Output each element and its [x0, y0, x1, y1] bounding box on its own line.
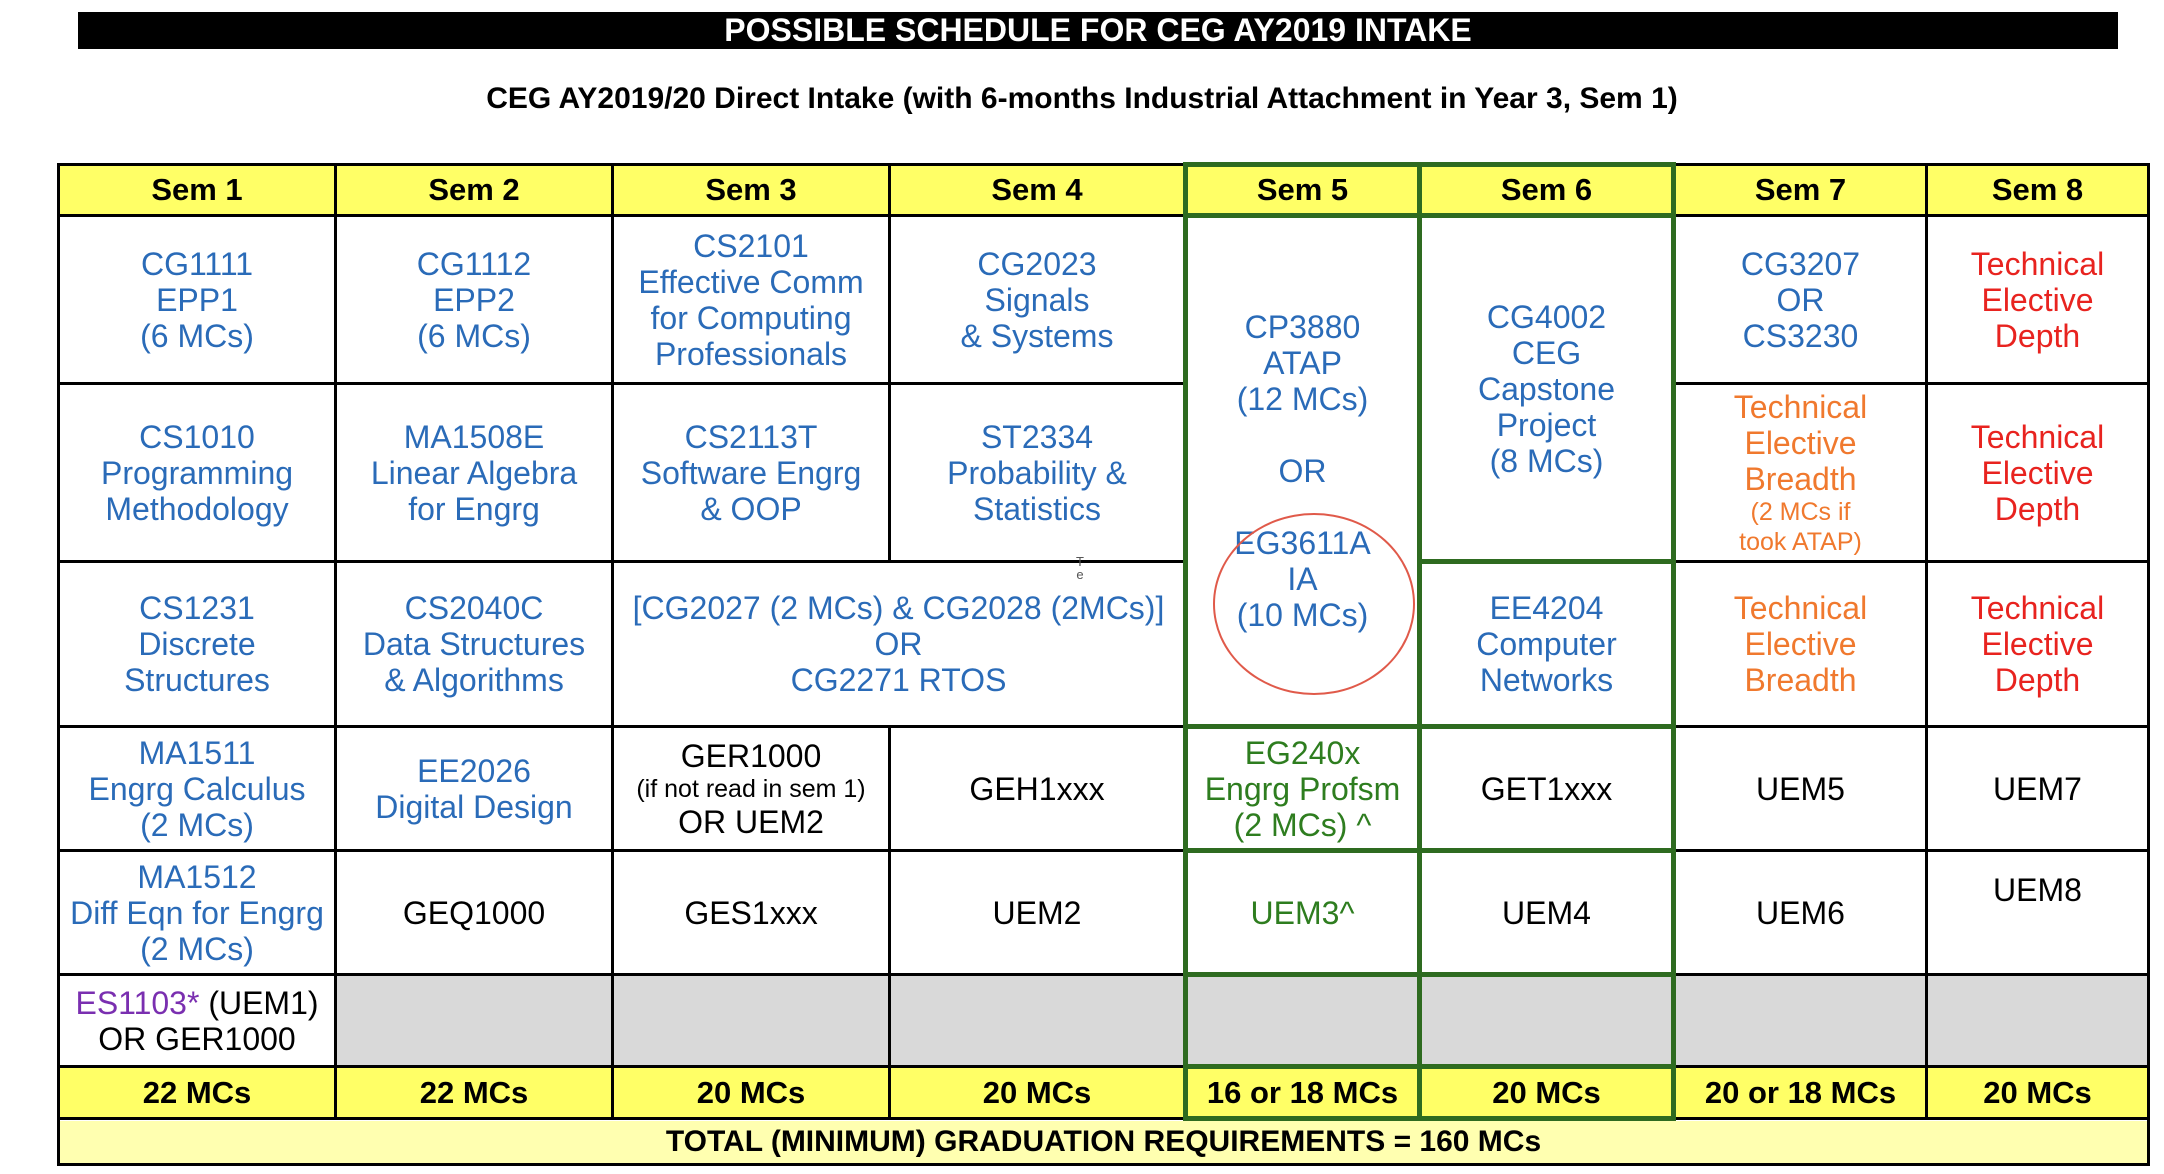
module-row-5: MA1512 Diff Eqn for Engrg (2 MCs) GEQ1000 …: [57, 848, 2150, 977]
total-sem-5: 16 or 18 MCs: [1183, 1064, 1422, 1121]
schedule-banner: POSSIBLE SCHEDULE FOR CEG AY2019 INTAKE: [78, 12, 2118, 49]
module-es1103-or-ger1000: ES1103* (UEM1) OR GER1000: [57, 973, 337, 1068]
header-row: Sem 1 Sem 2 Sem 3 Sem 4 Sem 5 Sem 6 Sem …: [57, 162, 2150, 218]
header-sem-6: Sem 6: [1417, 162, 1676, 218]
totals-row: 22 MCs 22 MCs 20 MCs 20 MCs 16 or 18 MCs…: [57, 1064, 2150, 1121]
module-ger1000-or-uem2: GER1000 (if not read in sem 1) OR UEM2: [611, 725, 891, 852]
technical-elective-depth-1: Technical Elective Depth: [1925, 214, 2150, 385]
module-cg2023: CG2023 Signals & Systems: [888, 214, 1187, 385]
header-sem-7: Sem 7: [1672, 163, 1928, 217]
module-cg2027-cg2028-or-cg2271: [CG2027 (2 MCs) & CG2028 (2MCs)] OR CG2271…: [611, 560, 1187, 728]
atap-note: (2 MCs if: [1750, 497, 1851, 526]
module-get1xxx: GET1xxx: [1417, 724, 1676, 853]
total-sem-2: 22 MCs: [334, 1065, 614, 1120]
header-sem-2: Sem 2: [334, 163, 614, 217]
total-sem-1: 22 MCs: [57, 1065, 337, 1120]
header-sem-4: Sem 4: [888, 163, 1187, 217]
module-uem2: UEM2: [888, 849, 1187, 976]
module-ee4204: EE4204 Computer Networks: [1417, 559, 1676, 729]
module-row-2: CS1010 Programming Methodology MA1508E Line…: [57, 382, 2150, 563]
module-cs2040c: CS2040C Data Structures & Algorithms: [334, 560, 614, 728]
module-row-3: CS1231 Discrete Structures CS2040C Data Str…: [57, 559, 2150, 729]
module-eg240x: EG240x Engrg Profsm (2 MCs) ^: [1183, 724, 1422, 853]
module-cg3207-or-cs3230: CG3207 OR CS3230: [1672, 214, 1928, 385]
schedule-subtitle: CEG AY2019/20 Direct Intake (with 6-mont…: [486, 82, 1678, 115]
technical-elective-breadth-1: Technical Elective Breadth (2 MCs if took …: [1672, 382, 1928, 563]
module-cs1231: CS1231 Discrete Structures: [57, 560, 337, 728]
module-cg4002: CG4002 CEG Capstone Project (8 MCs): [1417, 213, 1676, 564]
technical-elective-depth-3: Technical Elective Depth: [1925, 560, 2150, 728]
module-uem7: UEM7: [1925, 725, 2150, 852]
module-uem4: UEM4: [1417, 848, 1676, 977]
module-uem3: UEM3^: [1183, 848, 1422, 977]
module-ee2026: EE2026 Digital Design: [334, 725, 614, 852]
technical-elective-breadth-2: Technical Elective Breadth: [1672, 560, 1928, 728]
module-row-1: CG1111 EPP1 (6 MCs) CG1112 EPP2 (6 MCs) CS21…: [57, 213, 2150, 729]
module-cp3880-or-eg3611a: CP3880 ATAP (12 MCs) OR EG3611A IA (10 MCs): [1183, 213, 1422, 729]
total-sem-7: 20 or 18 MCs: [1672, 1065, 1928, 1120]
module-geh1xxx: GEH1xxx: [888, 725, 1187, 852]
module-st2334: ST2334 Probability & Statistics: [888, 382, 1187, 563]
module-uem5: UEM5: [1672, 725, 1928, 852]
empty-cell: [1672, 973, 1928, 1068]
es1103-code: ES1103*: [75, 984, 200, 1021]
module-ma1511: MA1511 Engrg Calculus (2 MCs): [57, 725, 337, 852]
header-sem-8: Sem 8: [1925, 163, 2150, 217]
empty-cell: [611, 973, 891, 1068]
empty-cell: [1183, 972, 1422, 1069]
module-ges1xxx: GES1xxx: [611, 849, 891, 976]
total-sem-8: 20 MCs: [1925, 1065, 2150, 1120]
module-cs2113t: CS2113T Software Engrg & OOP: [611, 382, 891, 563]
module-ma1508e: MA1508E Linear Algebra for Engrg: [334, 382, 614, 563]
header-sem-1: Sem 1: [57, 163, 337, 217]
total-sem-3: 20 MCs: [611, 1065, 891, 1120]
total-sem-6: 20 MCs: [1417, 1064, 1676, 1121]
module-row-4: MA1511 Engrg Calculus (2 MCs) EE2026 Digita…: [57, 724, 2150, 853]
empty-cell: [1925, 973, 2150, 1068]
empty-cell: [888, 973, 1187, 1068]
module-uem8: UEM8: [1925, 849, 2150, 976]
module-geq1000: GEQ1000: [334, 849, 614, 976]
stray-text-mark: T e: [1076, 554, 1084, 582]
schedule-grid: Sem 1 Sem 2 Sem 3 Sem 4 Sem 5 Sem 6 Sem …: [57, 162, 2150, 1166]
module-ma1512: MA1512 Diff Eqn for Engrg (2 MCs): [57, 849, 337, 976]
technical-elective-depth-2: Technical Elective Depth: [1925, 382, 2150, 563]
grand-total: TOTAL (MINIMUM) GRADUATION REQUIREMENTS …: [57, 1117, 2150, 1166]
header-sem-3: Sem 3: [611, 163, 891, 217]
empty-cell: [1417, 972, 1676, 1069]
empty-cell: [334, 973, 614, 1068]
grand-total-row: TOTAL (MINIMUM) GRADUATION REQUIREMENTS …: [57, 1117, 2150, 1166]
total-sem-4: 20 MCs: [888, 1065, 1187, 1120]
module-cs2101: CS2101 Effective Comm for Computing Profess…: [611, 214, 891, 385]
module-uem6: UEM6: [1672, 849, 1928, 976]
module-cg1112: CG1112 EPP2 (6 MCs): [334, 214, 614, 385]
module-row-6: ES1103* (UEM1) OR GER1000: [57, 972, 2150, 1069]
header-sem-5: Sem 5: [1183, 162, 1422, 218]
module-cg1111: CG1111 EPP1 (6 MCs): [57, 214, 337, 385]
schedule-table: Sem 1 Sem 2 Sem 3 Sem 4 Sem 5 Sem 6 Sem …: [57, 162, 2150, 1166]
module-cs1010: CS1010 Programming Methodology: [57, 382, 337, 563]
